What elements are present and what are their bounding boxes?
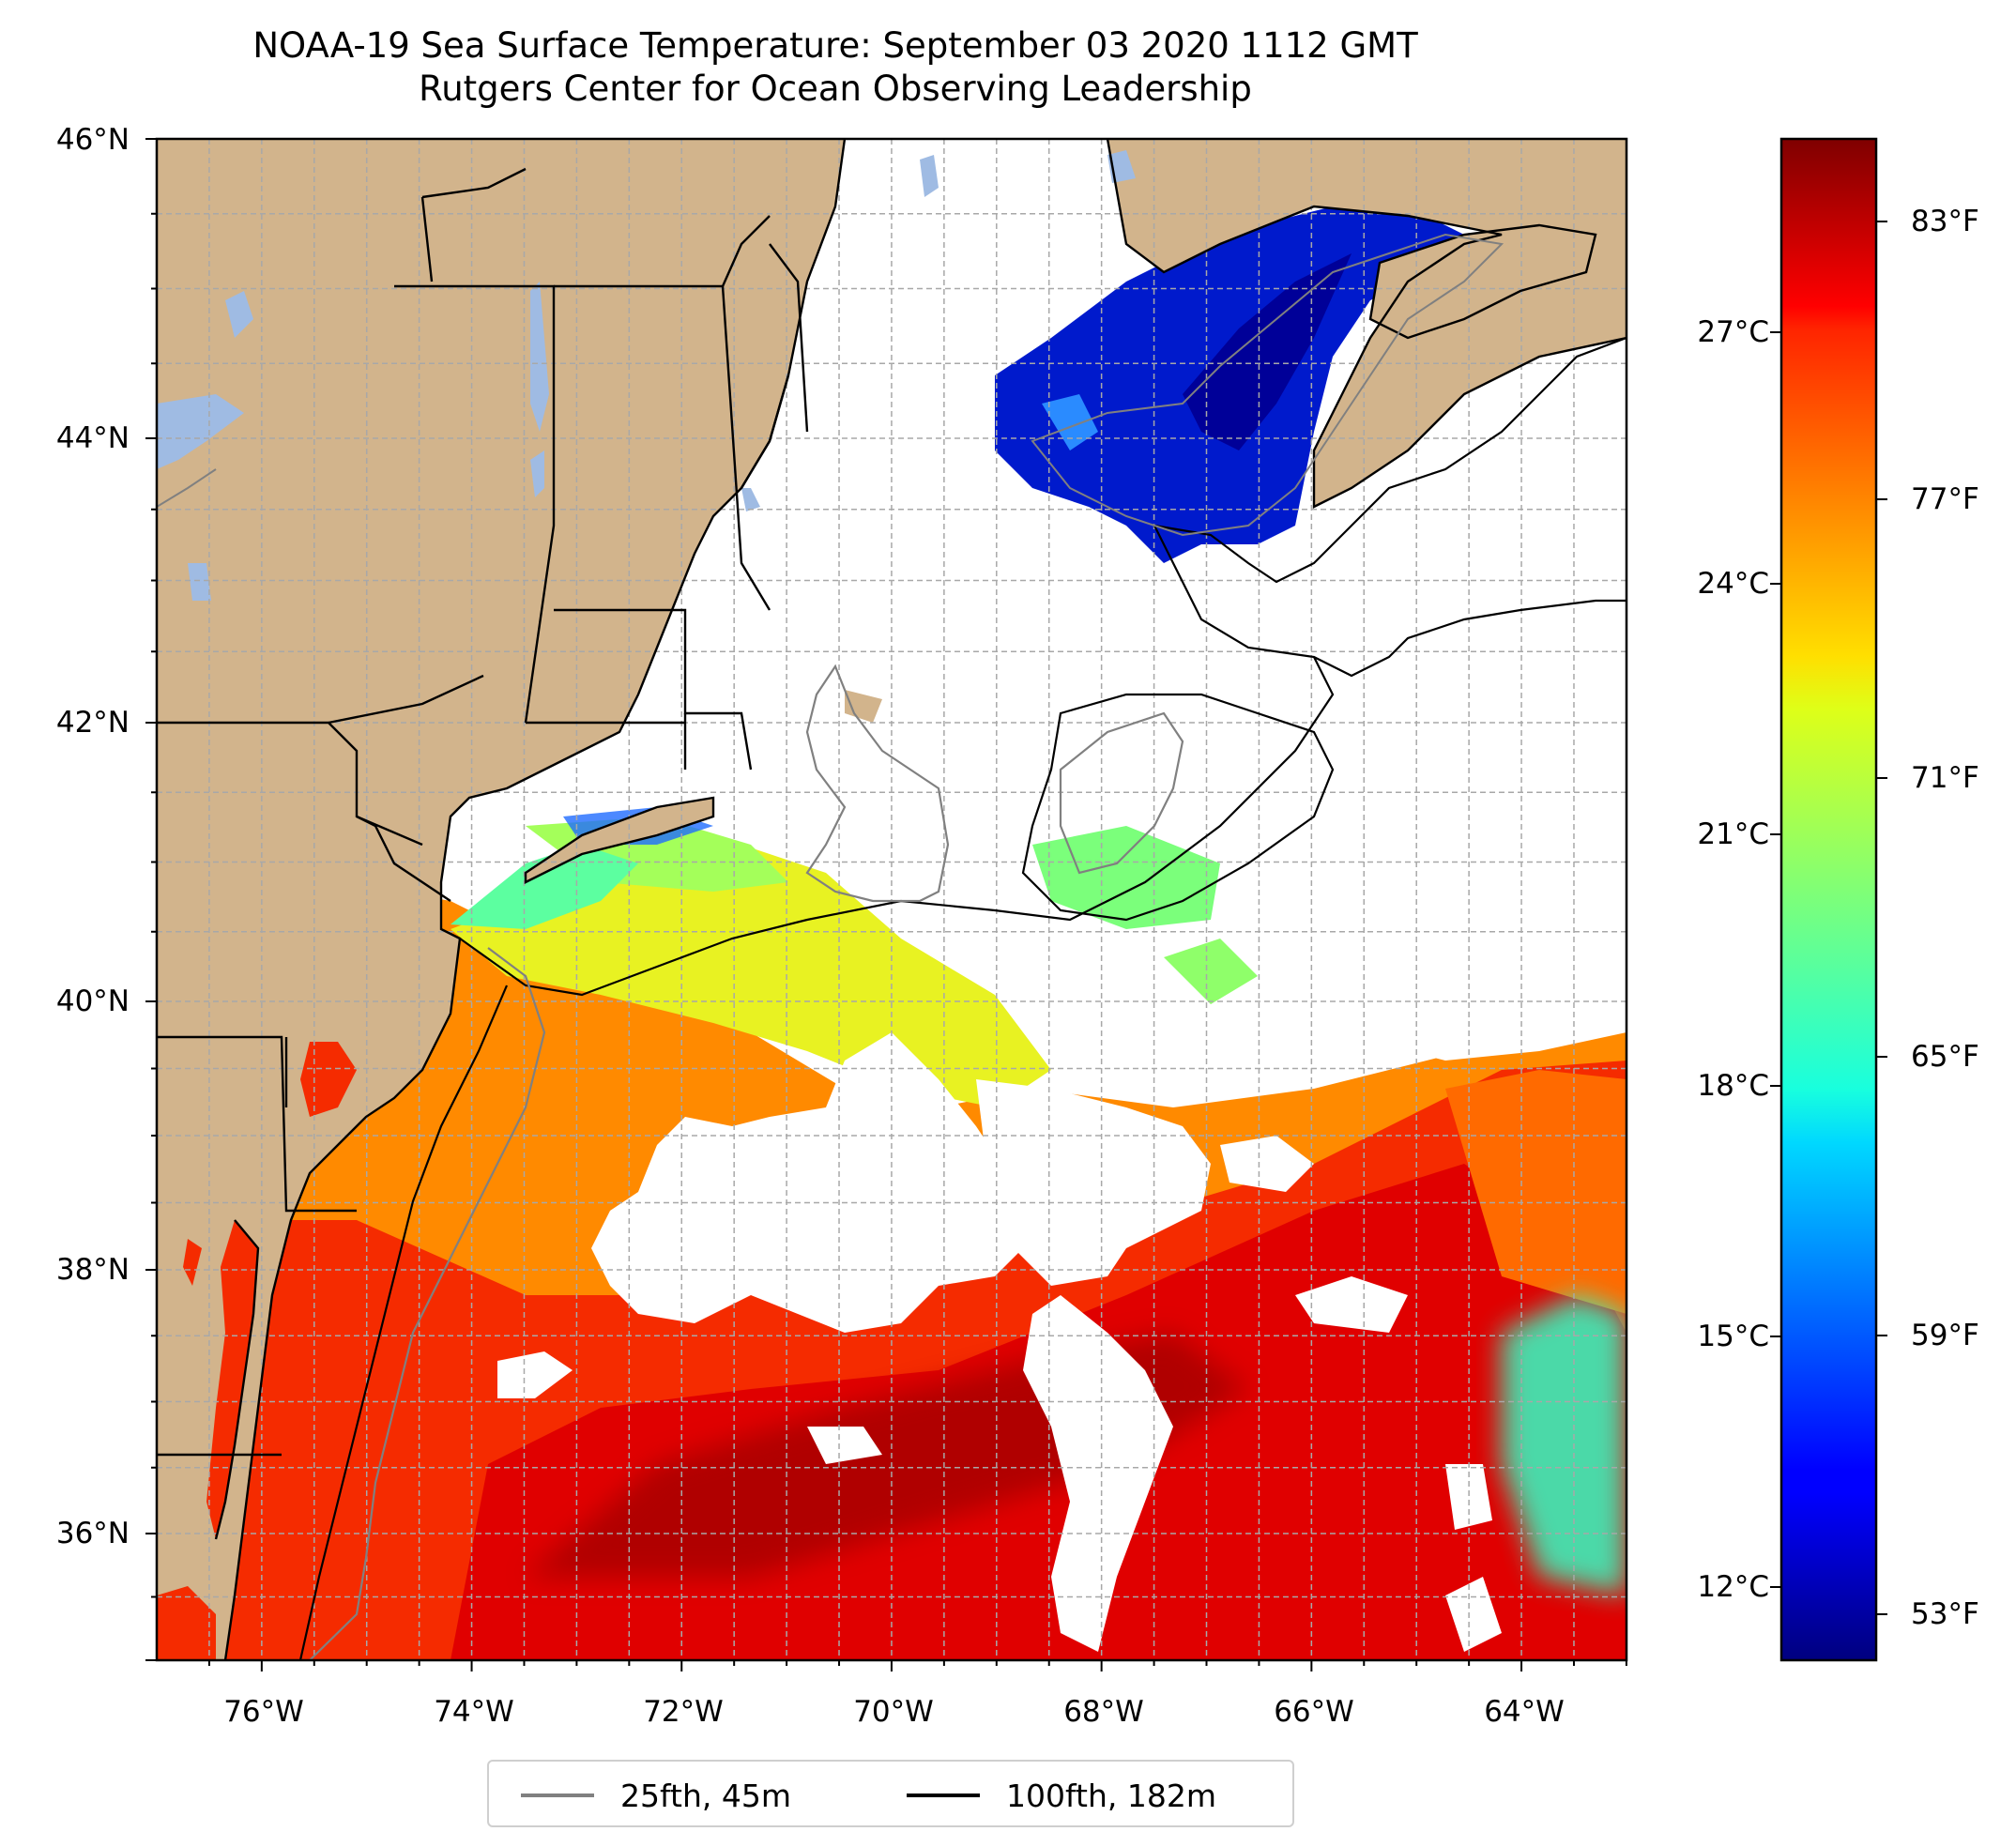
isobath-100fth-bank — [1021, 693, 1335, 922]
lakes — [157, 150, 1136, 601]
isobath-25fth-gulf — [1031, 233, 1504, 537]
colorbar-ticks — [1770, 221, 1887, 1615]
cbar-fahrenheit-59: 59°F — [1911, 1319, 1979, 1352]
lon-label-68: 68°W — [1063, 1695, 1144, 1729]
legend-swatch-black-line — [907, 1794, 980, 1797]
lon-label-70: 70°W — [853, 1695, 934, 1729]
isobath-legend: 25fth, 45m 100fth, 182m — [487, 1760, 1294, 1827]
lat-label-36: 36°N — [55, 1517, 130, 1550]
axis-ticks — [145, 138, 1627, 1671]
cbar-fahrenheit-53: 53°F — [1911, 1597, 1979, 1631]
legend-item-25fth: 25fth, 45m — [521, 1775, 791, 1816]
cbar-fahrenheit-71: 71°F — [1911, 761, 1979, 795]
legend-swatch-gray-line — [521, 1794, 594, 1797]
graticule — [157, 139, 1627, 1660]
legend-item-100fth: 100fth, 182m — [907, 1775, 1216, 1816]
cbar-celsius-15: 15°C — [1697, 1320, 1769, 1353]
lat-label-38: 38°N — [55, 1253, 130, 1287]
isobath-25fth-lake — [157, 468, 217, 508]
cbar-fahrenheit-83: 83°F — [1911, 205, 1979, 238]
map-subtitle: Rutgers Center for Ocean Observing Leade… — [419, 69, 1252, 109]
isobath-25fth-shelf — [309, 947, 546, 1660]
lat-label-46: 46°N — [55, 123, 130, 157]
isobath-25fth-georges — [1059, 711, 1184, 875]
legend-label-25fth: 25fth, 45m — [620, 1777, 791, 1814]
cbar-fahrenheit-77: 77°F — [1911, 482, 1979, 516]
cbar-celsius-12: 12°C — [1697, 1570, 1769, 1604]
cbar-celsius-24: 24°C — [1697, 567, 1769, 601]
cbar-celsius-27: 27°C — [1697, 315, 1769, 349]
legend-label-100fth: 100fth, 182m — [1006, 1777, 1216, 1814]
isobath-25fth-bank — [805, 664, 950, 903]
cloud-no-data — [497, 920, 1627, 1652]
coastline — [214, 139, 1627, 1660]
lon-label-74: 74°W — [434, 1695, 514, 1729]
colorbar — [1779, 137, 1878, 1662]
lat-label-42: 42°N — [55, 706, 130, 740]
lon-label-66: 66°W — [1274, 1695, 1354, 1729]
cbar-fahrenheit-65: 65°F — [1911, 1040, 1979, 1074]
isobath-100fth-shelf — [298, 985, 509, 1660]
lon-label-76: 76°W — [223, 1695, 304, 1729]
isobath-100fth — [459, 336, 1627, 997]
political-borders — [157, 167, 809, 1457]
lat-label-40: 40°N — [55, 985, 130, 1018]
map-area — [157, 139, 1627, 1660]
cbar-celsius-18: 18°C — [1697, 1069, 1769, 1103]
cbar-celsius-21: 21°C — [1697, 817, 1769, 851]
lon-label-64: 64°W — [1484, 1695, 1565, 1729]
map-title: NOAA-19 Sea Surface Temperature: Septemb… — [252, 25, 1418, 66]
lon-label-72: 72°W — [643, 1695, 724, 1729]
lat-label-44: 44°N — [55, 421, 130, 455]
